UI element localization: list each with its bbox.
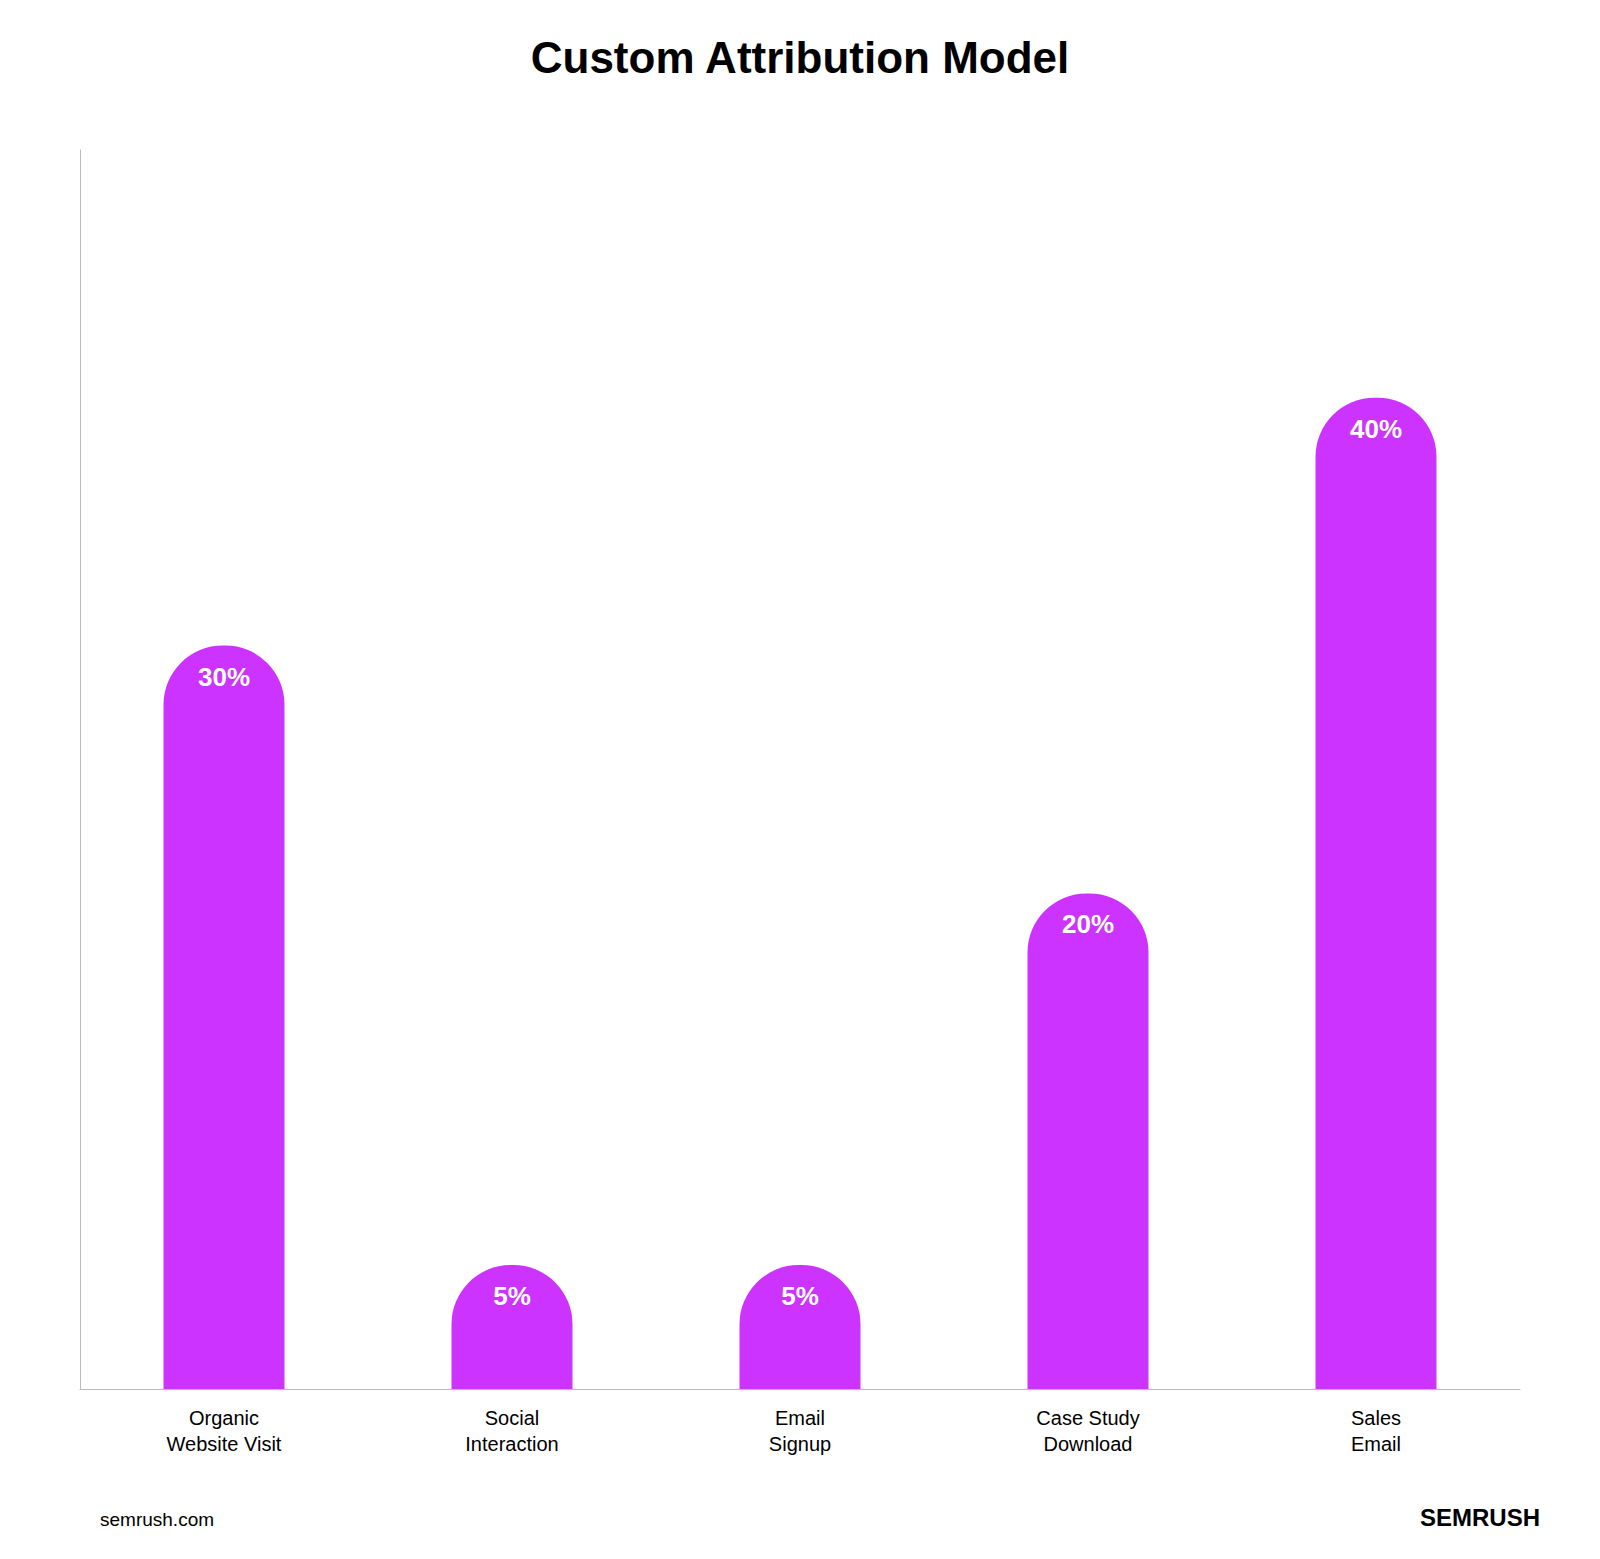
svg-text:30%: 30%	[198, 662, 250, 692]
svg-text:Organic: Organic	[189, 1407, 259, 1429]
svg-text:Case Study: Case Study	[1036, 1407, 1139, 1429]
svg-text:Custom Attribution Model: Custom Attribution Model	[531, 33, 1070, 82]
svg-text:20%: 20%	[1062, 909, 1114, 939]
svg-text:5%: 5%	[493, 1281, 531, 1311]
svg-text:Interaction: Interaction	[465, 1433, 558, 1455]
svg-text:Signup: Signup	[769, 1433, 831, 1455]
svg-text:Website Visit: Website Visit	[167, 1433, 282, 1455]
svg-text:Sales: Sales	[1351, 1407, 1401, 1429]
svg-text:Email: Email	[1351, 1433, 1401, 1455]
svg-text:Email: Email	[775, 1407, 825, 1429]
svg-text:SEMRUSH: SEMRUSH	[1420, 1504, 1540, 1531]
svg-text:40%: 40%	[1350, 414, 1402, 444]
svg-text:semrush.com: semrush.com	[100, 1509, 214, 1530]
svg-text:5%: 5%	[781, 1281, 819, 1311]
svg-text:Download: Download	[1044, 1433, 1133, 1455]
svg-text:Social: Social	[485, 1407, 539, 1429]
